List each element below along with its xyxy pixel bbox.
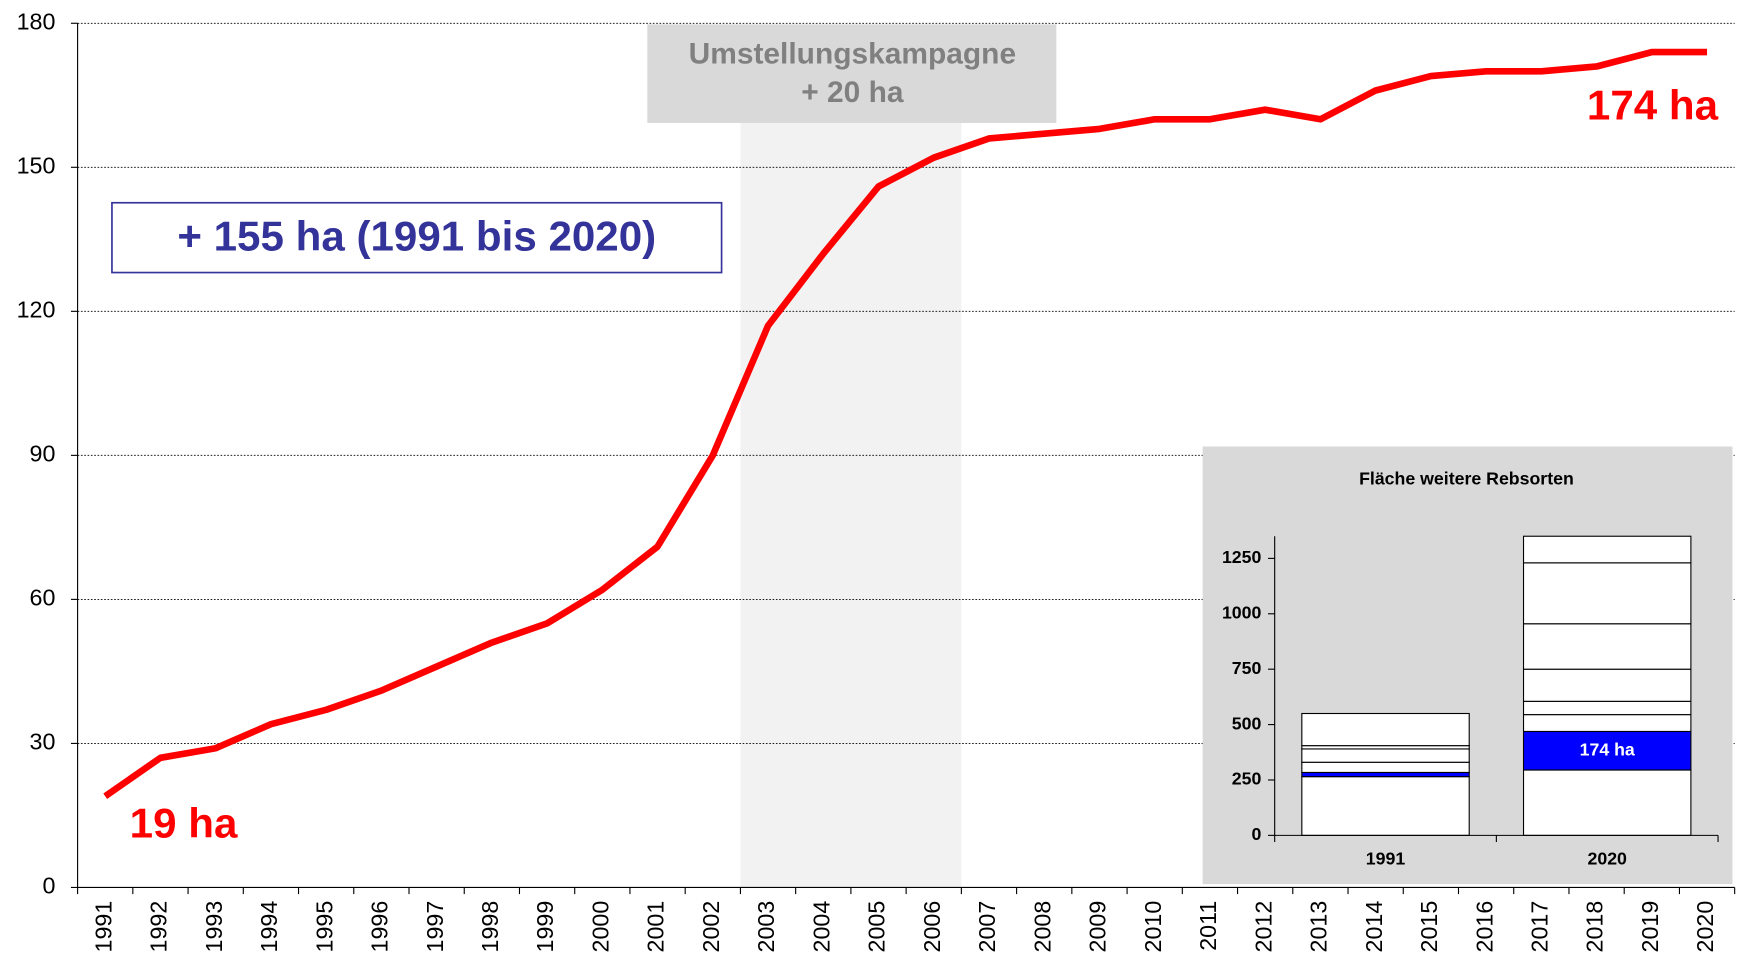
x-tick-label: 2014 <box>1361 901 1387 953</box>
x-tick-label: 2010 <box>1140 901 1166 953</box>
x-tick-label: 2020 <box>1692 901 1718 953</box>
x-tick-label: 1999 <box>532 901 558 953</box>
inset-value-label: 174 ha <box>1580 739 1635 759</box>
inset-y-tick-label: 250 <box>1232 769 1262 789</box>
highlight-box <box>647 24 1057 123</box>
x-tick-label: 2013 <box>1306 901 1332 953</box>
x-tick-label: 1994 <box>256 901 282 953</box>
x-tick-label: 2012 <box>1250 901 1276 953</box>
inset-bar-segment <box>1522 700 1692 716</box>
inset-x-tick-label: 2020 <box>1587 848 1627 868</box>
x-tick-label: 2005 <box>864 901 890 953</box>
highlight-band <box>740 122 962 888</box>
x-tick-label: 2018 <box>1582 901 1608 953</box>
y-tick-label: 30 <box>30 729 56 755</box>
inset-y-tick-label: 500 <box>1232 713 1262 733</box>
x-tick-label: 2017 <box>1526 901 1552 953</box>
summary-box <box>111 201 723 274</box>
x-tick-label: 2001 <box>643 901 669 953</box>
x-tick-label: 2009 <box>1085 901 1111 953</box>
inset-bar-segment <box>1301 712 1470 747</box>
inset-bar-segment <box>1522 668 1692 702</box>
inset-bar-segment <box>1522 623 1692 670</box>
highlight-label: Umstellungskampagne <box>689 37 1016 70</box>
summary-label: + 155 ha (1991 bis 2020) <box>177 212 656 259</box>
x-tick-label: 2002 <box>698 901 724 953</box>
x-tick-label: 1991 <box>90 901 116 953</box>
inset-bar-segment <box>1522 714 1692 733</box>
y-tick-label: 120 <box>17 296 56 322</box>
x-tick-label: 1993 <box>201 901 227 953</box>
y-tick-label: 90 <box>30 440 56 466</box>
highlight-label: + 20 ha <box>801 76 904 109</box>
inset-y-tick-label: 750 <box>1232 658 1262 678</box>
x-tick-label: 2000 <box>587 901 613 953</box>
x-tick-label: 1996 <box>367 901 393 953</box>
inset-bar-segment <box>1522 535 1692 564</box>
inset-bar-segment <box>1301 771 1470 778</box>
inset-bar-segment <box>1522 562 1692 625</box>
x-tick-label: 1998 <box>477 901 503 953</box>
x-tick-label: 2003 <box>753 901 779 953</box>
inset-bar-segment <box>1522 769 1692 836</box>
y-tick-label: 150 <box>17 152 56 178</box>
y-tick-label: 0 <box>42 873 55 899</box>
x-tick-label: 1992 <box>146 901 172 953</box>
x-tick-label: 2004 <box>808 901 834 953</box>
x-tick-label: 2008 <box>1029 901 1055 953</box>
inset-bar-segment <box>1301 761 1470 773</box>
y-tick-label: 60 <box>30 585 56 611</box>
x-tick-label: 2019 <box>1637 901 1663 953</box>
inset-x-tick-label: 1991 <box>1366 848 1406 868</box>
x-tick-label: 2015 <box>1416 901 1442 953</box>
x-tick-label: 2011 <box>1195 901 1221 951</box>
inset-bar-segment <box>1301 748 1470 763</box>
inset-bar-segment <box>1301 776 1470 836</box>
y-tick-label: 180 <box>17 8 56 34</box>
x-tick-label: 1997 <box>422 901 448 953</box>
x-tick-label: 1995 <box>311 901 337 953</box>
inset-title: Fläche weitere Rebsorten <box>1359 468 1574 488</box>
x-tick-label: 2007 <box>974 901 1000 953</box>
inset-y-tick-label: 0 <box>1252 824 1262 844</box>
x-tick-label: 2016 <box>1471 901 1497 953</box>
inset-y-tick-label: 1000 <box>1222 602 1262 622</box>
end-label: 174 ha <box>1587 82 1719 129</box>
x-tick-label: 2006 <box>919 901 945 953</box>
line-series <box>103 48 1708 799</box>
inset-y-tick-label: 1250 <box>1222 547 1262 567</box>
start-label: 19 ha <box>130 800 238 847</box>
inset-bar-segment <box>1522 730 1692 771</box>
